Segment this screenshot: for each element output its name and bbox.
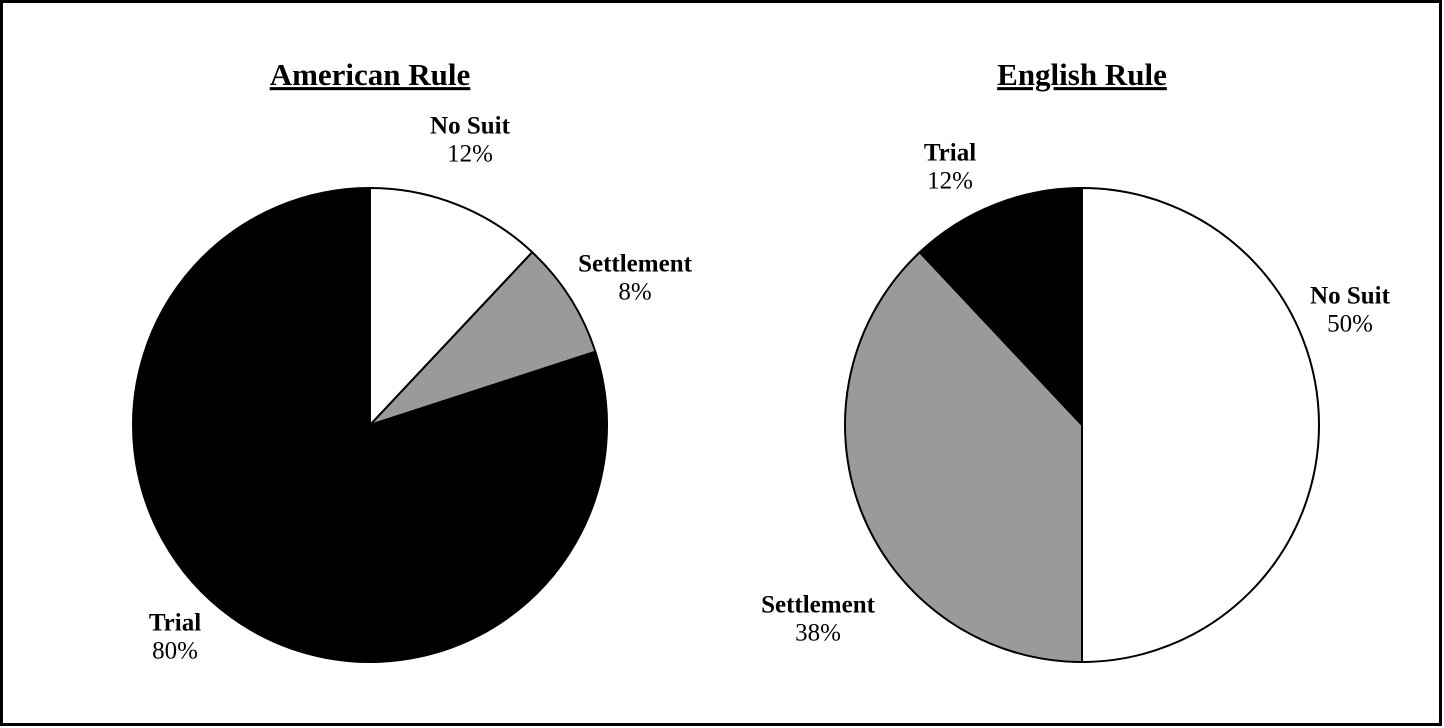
slice-value-label: 12% [447,141,493,168]
slice-label: Trial [924,140,976,167]
chart-title: American Rule [270,57,471,92]
slice-label: Settlement [761,592,876,619]
pie-slice [369,250,597,426]
slice-value-label: 12% [927,168,973,195]
slice-value-label: 50% [1327,311,1373,338]
slice-label: No Suit [430,113,511,140]
chart-title: English Rule [997,57,1167,92]
pie-slice [369,186,534,428]
pie-slice [132,186,608,663]
slice-label: No Suit [1310,283,1391,310]
slice-value-label: 8% [618,279,651,306]
pie-slice [1081,186,1320,664]
slice-label: Trial [149,610,201,637]
slice-value-label: 38% [795,620,841,647]
slice-value-label: 80% [152,638,198,665]
pie-slice [844,250,1083,664]
pie-slice [918,186,1083,428]
slice-label: Settlement [578,251,693,278]
